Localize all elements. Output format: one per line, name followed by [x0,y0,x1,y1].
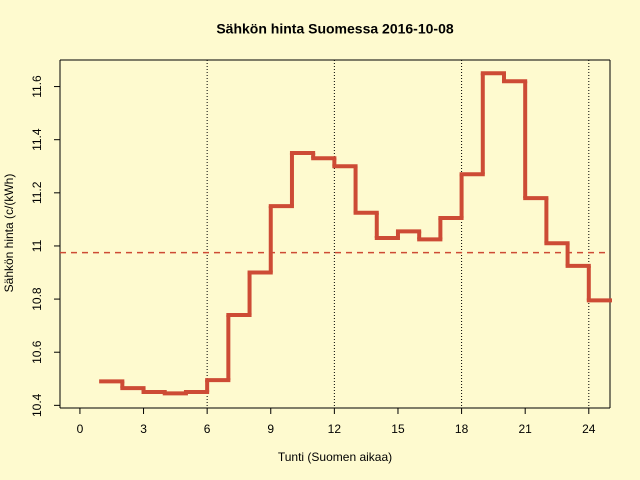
y-tick-label: 11 [30,239,44,252]
x-tick-label: 12 [328,422,342,436]
x-tick-label: 21 [519,422,533,436]
x-axis-label: Tunti (Suomen aikaa) [278,450,392,464]
x-tick-label: 9 [267,422,274,436]
x-tick-label: 15 [391,422,405,436]
y-tick-label: 10.4 [30,393,44,417]
x-tick-label: 6 [204,422,211,436]
x-tick-label: 0 [77,422,84,436]
y-tick-label: 11.4 [30,128,44,151]
chart-title: Sähkön hinta Suomessa 2016-10-08 [216,21,454,37]
x-tick-label: 3 [140,422,147,436]
x-tick-label: 24 [582,422,596,436]
y-tick-label: 10.6 [30,340,44,364]
y-tick-label: 11.2 [30,181,44,204]
x-tick-label: 18 [455,422,469,436]
y-tick-label: 10.8 [30,287,44,311]
y-axis-label: Sähkön hinta (c/(kWh) [2,174,16,293]
y-tick-label: 11.6 [30,75,44,98]
